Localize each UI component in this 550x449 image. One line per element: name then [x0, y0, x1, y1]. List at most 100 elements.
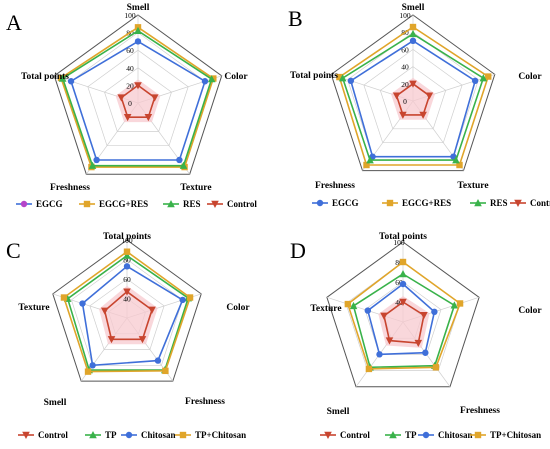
data-point [338, 74, 347, 82]
axis-label: Freshness [460, 406, 500, 416]
series-line-tp [66, 254, 190, 371]
tick-label: 100 [124, 11, 136, 20]
grid-ring [70, 259, 184, 366]
legend-label: TP [405, 430, 417, 440]
axis-label: Texture [310, 304, 341, 314]
series-line-tp-chitosan [62, 250, 192, 373]
grid-ring [53, 14, 223, 175]
grid-ring [330, 14, 496, 172]
data-point [450, 301, 459, 309]
legend-label: RES [183, 199, 201, 209]
data-point [364, 307, 372, 314]
grid-ring [89, 278, 165, 350]
legend-marker [389, 431, 397, 439]
data-point [179, 296, 186, 304]
tick-label: 40 [126, 64, 134, 73]
legend-label: RES [490, 198, 508, 208]
data-point [399, 298, 407, 306]
axis-label: Freshness [50, 183, 90, 193]
data-point [420, 312, 428, 320]
data-point [100, 307, 109, 315]
legend-label: Chitosan [141, 430, 176, 440]
data-point [399, 258, 407, 266]
axis-label: Color [224, 72, 248, 82]
axis-label: Smell [44, 398, 67, 408]
data-point [452, 156, 460, 164]
data-point [107, 336, 116, 344]
legend-marker [316, 199, 324, 207]
tick-label: 100 [399, 11, 411, 20]
series-line-tp [352, 273, 456, 369]
legend-marker [179, 431, 187, 439]
data-point [399, 270, 407, 278]
tick-label: 100 [393, 238, 405, 247]
series-line-egcg [349, 39, 477, 158]
legend-label: EGCG+RES [99, 199, 148, 209]
data-point [419, 111, 427, 119]
panel-letter: C [6, 238, 21, 263]
data-point [134, 38, 142, 45]
data-point [60, 294, 68, 301]
legend-marker [89, 431, 97, 439]
data-point [422, 349, 429, 356]
axis-label: Total points [379, 232, 427, 242]
legend-label: Control [340, 430, 370, 440]
legend-marker [167, 200, 175, 208]
tick-label: 80 [395, 258, 403, 267]
data-point [363, 161, 370, 169]
data-point [414, 339, 423, 348]
tick-label: 60 [401, 45, 409, 54]
data-point [380, 312, 388, 320]
grid-ring [87, 49, 189, 147]
data-point [186, 294, 194, 301]
data-point [409, 23, 417, 31]
control-highlight [115, 79, 161, 123]
data-point [365, 365, 373, 373]
axis-label: Texture [18, 303, 49, 313]
data-point [67, 78, 75, 85]
axis-label: Freshness [315, 181, 355, 191]
data-point [201, 78, 209, 85]
tick-label: 60 [395, 278, 403, 287]
tick-label: 20 [401, 80, 409, 89]
tick-label: 80 [123, 256, 131, 265]
axis-label: Color [518, 72, 542, 82]
data-point [134, 82, 142, 90]
data-point [471, 77, 479, 85]
legend-marker [83, 200, 91, 208]
series-line-chitosan [366, 282, 436, 356]
tick-label: 20 [126, 81, 134, 90]
series-line-egcg-res [338, 26, 490, 166]
control-highlight [378, 296, 430, 348]
series-line-egcg [70, 40, 206, 161]
data-point [117, 94, 126, 102]
data-point [134, 26, 142, 35]
data-point [479, 74, 488, 82]
data-point [162, 367, 169, 375]
control-highlight [390, 77, 436, 120]
data-point [207, 75, 216, 83]
tick-label: 40 [395, 298, 403, 307]
legend-marker [125, 431, 133, 439]
grid-ring [363, 48, 463, 144]
axis-label: Texture [180, 183, 211, 193]
data-point [123, 248, 131, 255]
legend-marker [324, 431, 332, 439]
axis-label: Freshness [185, 397, 225, 407]
data-point [179, 161, 188, 169]
axis-label: Smell [127, 3, 150, 13]
axis-label: Color [226, 303, 250, 313]
legend-label: EGCG+RES [402, 198, 451, 208]
data-point [138, 336, 147, 344]
legend-marker [20, 200, 28, 208]
radar-panel-b: B020406080100SmellColorTextureFreshnessT… [288, 3, 550, 208]
data-point [385, 337, 394, 345]
legend-label: TP+Chitosan [490, 430, 541, 440]
series-line-res [61, 29, 213, 167]
legend: EGCG EGCG+RES RES Control [16, 199, 257, 209]
data-point [123, 251, 131, 259]
data-point [336, 73, 343, 81]
legend-label: EGCG [332, 198, 359, 208]
